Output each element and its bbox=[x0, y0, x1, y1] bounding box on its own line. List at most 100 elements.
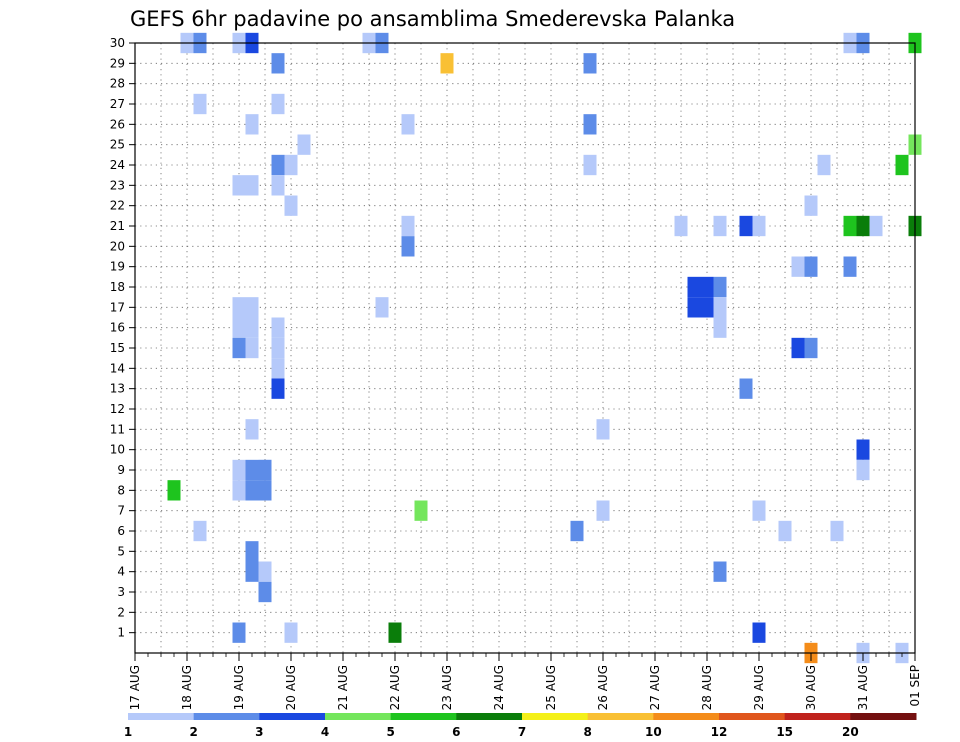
heatmap-cell bbox=[232, 317, 246, 338]
x-tick-label: 19 AUG bbox=[232, 665, 246, 710]
y-tick-label: 8 bbox=[117, 483, 125, 497]
heatmap-cell bbox=[271, 154, 285, 176]
heatmap-cell bbox=[856, 439, 870, 460]
colorbar-label: 4 bbox=[321, 725, 329, 739]
colorbar-segment bbox=[259, 713, 326, 720]
heatmap-cell bbox=[232, 297, 246, 318]
colorbar-segment bbox=[390, 713, 457, 720]
x-tick-label: 31 AUG bbox=[856, 665, 870, 710]
y-tick-label: 18 bbox=[110, 280, 125, 294]
x-tick-label: 22 AUG bbox=[388, 665, 402, 710]
y-tick-label: 19 bbox=[110, 260, 125, 274]
heatmap-cell bbox=[284, 154, 298, 176]
grid-layer bbox=[135, 43, 915, 653]
heatmap-cell bbox=[271, 378, 285, 399]
colorbar-label: 15 bbox=[776, 725, 793, 739]
y-tick-label: 20 bbox=[110, 239, 125, 253]
x-tick-label: 23 AUG bbox=[440, 665, 454, 710]
y-tick-label: 13 bbox=[110, 382, 125, 396]
heatmap-cell bbox=[817, 154, 831, 176]
heatmap-cell bbox=[271, 317, 285, 338]
heatmap-cell bbox=[440, 53, 454, 74]
heatmap-cell bbox=[856, 459, 870, 481]
y-tick-label: 15 bbox=[110, 341, 125, 355]
heatmap-cell bbox=[778, 520, 792, 542]
heatmap-cell bbox=[245, 337, 259, 359]
heatmap-cell bbox=[245, 114, 259, 135]
y-tick-label: 6 bbox=[117, 524, 125, 538]
y-tick-label: 17 bbox=[110, 300, 125, 314]
heatmap-cell bbox=[752, 215, 766, 237]
heatmap-cell bbox=[232, 622, 246, 643]
heatmap-cell bbox=[596, 500, 610, 521]
colorbar-segment bbox=[456, 713, 523, 720]
heatmap-cell bbox=[297, 134, 311, 155]
y-tick-label: 4 bbox=[117, 565, 125, 579]
heatmap-cell bbox=[401, 236, 415, 257]
heatmap-cell bbox=[739, 378, 753, 399]
y-tick-label: 7 bbox=[117, 504, 125, 518]
x-tick-label: 25 AUG bbox=[544, 665, 558, 710]
y-tick-label: 12 bbox=[110, 402, 125, 416]
heatmap-cell bbox=[245, 561, 259, 582]
colorbar-label: 12 bbox=[711, 725, 728, 739]
y-tick-label: 5 bbox=[117, 544, 125, 558]
heatmap-cell bbox=[232, 480, 246, 501]
heatmap-cell bbox=[245, 419, 259, 440]
heatmap-cell bbox=[245, 297, 259, 318]
heatmap-cell bbox=[258, 561, 272, 582]
heatmap-cell bbox=[414, 500, 428, 521]
y-tick-label: 1 bbox=[117, 626, 125, 640]
heatmap-cell bbox=[271, 93, 285, 115]
y-tick-label: 25 bbox=[110, 138, 125, 152]
heatmap-cell bbox=[752, 500, 766, 521]
colorbar-segment bbox=[784, 713, 851, 720]
heatmap-cell bbox=[232, 459, 246, 481]
heatmap-cell bbox=[245, 480, 259, 501]
heatmap-cell bbox=[687, 297, 701, 318]
x-tick-label: 01 SEP bbox=[908, 665, 922, 707]
colorbar-label: 7 bbox=[518, 725, 526, 739]
heatmap-cell bbox=[739, 215, 753, 237]
y-tick-label: 28 bbox=[110, 77, 125, 91]
heatmap-cell bbox=[752, 622, 766, 643]
colorbar-segment bbox=[587, 713, 654, 720]
y-tick-label: 3 bbox=[117, 585, 125, 599]
colorbar-label: 5 bbox=[386, 725, 394, 739]
colorbar-label: 10 bbox=[645, 725, 662, 739]
y-tick-label: 22 bbox=[110, 199, 125, 213]
heatmap-cell bbox=[843, 256, 857, 277]
heatmap-cell bbox=[713, 317, 727, 338]
colorbar-segment bbox=[653, 713, 720, 720]
y-tick-label: 24 bbox=[110, 158, 125, 172]
heatmap-cell bbox=[843, 215, 857, 237]
heatmap-cell bbox=[830, 520, 844, 542]
colorbar: 1 2 3 4 5 6 7 8 10 12 15 20 bbox=[124, 713, 917, 739]
x-tick-label: 30 AUG bbox=[804, 665, 818, 710]
heatmap-cell bbox=[596, 419, 610, 440]
heatmap-cell bbox=[583, 114, 597, 135]
heatmap-cell bbox=[271, 53, 285, 74]
x-tick-label: 17 AUG bbox=[128, 665, 142, 710]
y-tick-label: 29 bbox=[110, 56, 125, 70]
y-tick-label: 26 bbox=[110, 117, 125, 131]
cells-layer bbox=[167, 32, 922, 664]
heatmap-cell bbox=[245, 459, 259, 481]
heatmap-cell bbox=[791, 256, 805, 277]
heatmap-cell bbox=[713, 276, 727, 298]
heatmap-cell bbox=[258, 581, 272, 603]
colorbar-segment bbox=[193, 713, 260, 720]
heatmap-cell bbox=[232, 337, 246, 359]
colorbar-segment bbox=[719, 713, 786, 720]
y-tick-label: 2 bbox=[117, 605, 125, 619]
colorbar-segment bbox=[850, 713, 917, 720]
colorbar-label: 20 bbox=[842, 725, 859, 739]
heatmap-cell bbox=[856, 215, 870, 237]
heatmap-cell bbox=[284, 622, 298, 643]
colorbar-label: 3 bbox=[255, 725, 263, 739]
heatmap-cell bbox=[271, 358, 285, 379]
heatmap-cell bbox=[375, 297, 389, 318]
heatmap-cell bbox=[713, 297, 727, 318]
x-tick-label: 18 AUG bbox=[180, 665, 194, 710]
